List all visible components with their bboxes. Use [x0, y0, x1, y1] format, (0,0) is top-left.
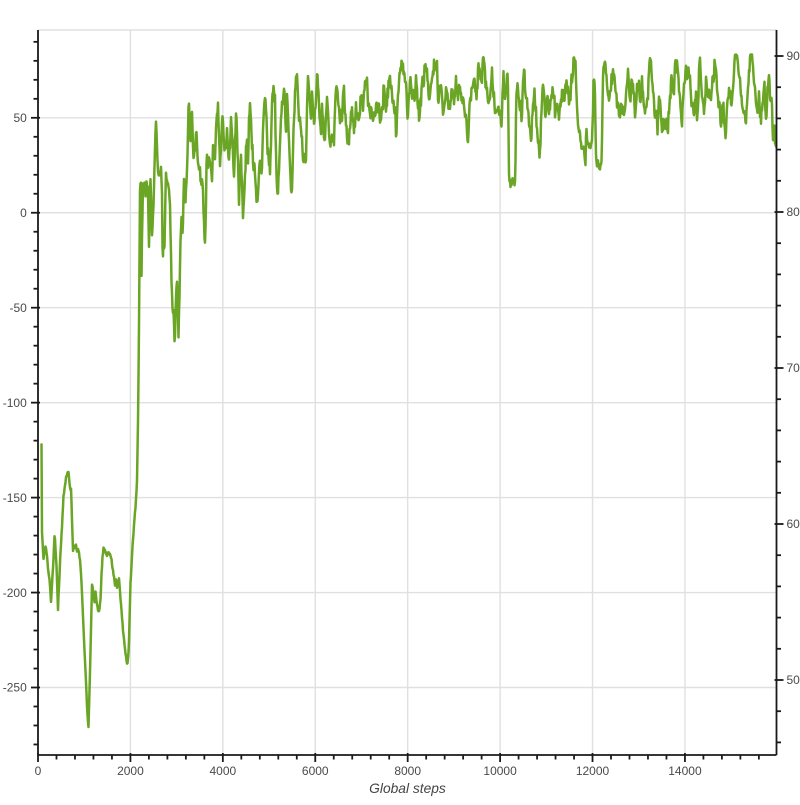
svg-text:-100: -100 — [3, 396, 27, 410]
svg-text:2000: 2000 — [117, 764, 144, 778]
svg-text:8000: 8000 — [394, 764, 421, 778]
svg-text:-250: -250 — [3, 681, 27, 695]
svg-text:0: 0 — [20, 206, 27, 220]
svg-text:80: 80 — [787, 205, 800, 219]
svg-text:70: 70 — [787, 361, 800, 375]
svg-text:Global steps: Global steps — [369, 781, 446, 796]
svg-text:4000: 4000 — [209, 764, 236, 778]
svg-text:12000: 12000 — [576, 764, 610, 778]
svg-text:0: 0 — [35, 764, 42, 778]
svg-text:50: 50 — [787, 673, 800, 687]
svg-text:-200: -200 — [3, 586, 27, 600]
svg-text:14000: 14000 — [668, 764, 702, 778]
svg-text:50: 50 — [13, 111, 27, 125]
svg-text:10000: 10000 — [483, 764, 517, 778]
svg-text:6000: 6000 — [302, 764, 329, 778]
svg-text:-150: -150 — [3, 491, 27, 505]
svg-text:-50: -50 — [9, 301, 27, 315]
svg-text:60: 60 — [787, 517, 800, 531]
svg-text:90: 90 — [787, 49, 800, 63]
